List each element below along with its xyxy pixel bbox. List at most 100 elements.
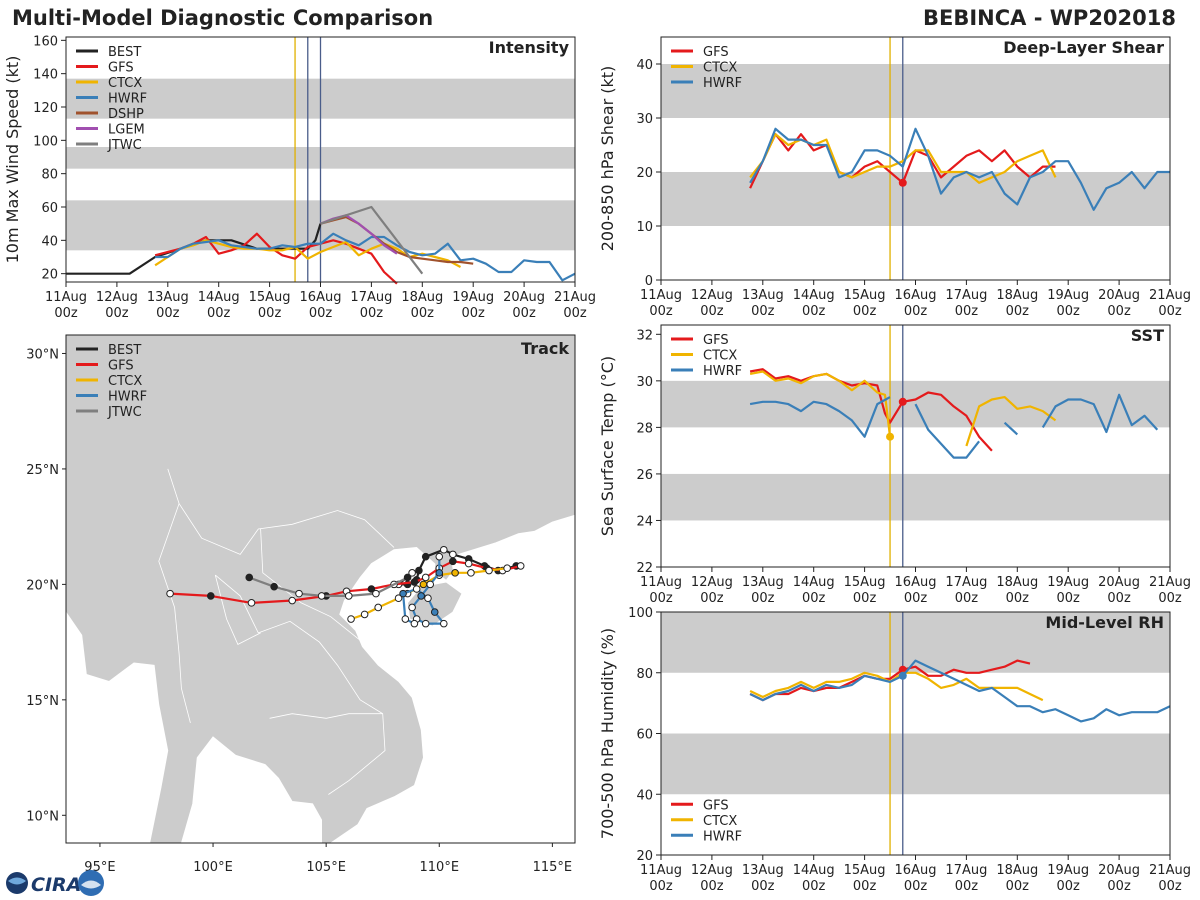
intensity-xtick-day: 12Aug: [96, 290, 138, 305]
intensity-xtick-day: 17Aug: [350, 290, 392, 305]
sst-xtick-day: 13Aug: [742, 575, 784, 590]
sst-series-gfs-line: [749, 368, 993, 452]
rh-xtick-day: 14Aug: [793, 863, 835, 878]
sst-xtick-day: 16Aug: [895, 575, 937, 590]
rh-series-ctcx-line: [749, 671, 1044, 702]
intensity-legend-lgem-label: LGEM: [108, 123, 145, 138]
track-jtwc-point: [245, 573, 254, 582]
shear-xtick-hour: 00z: [751, 304, 775, 319]
rh-legend-hwrf-label: HWRF: [703, 829, 742, 844]
intensity-xtick-day: 13Aug: [147, 290, 189, 305]
track-ytick-label: 15°N: [26, 694, 59, 709]
sst-ytick-label: 32: [636, 328, 653, 343]
sst-series-ctcx-line-0: [749, 370, 892, 437]
shear-xtick-hour: 00z: [1107, 304, 1131, 319]
shear-xtick-day: 17Aug: [945, 288, 987, 303]
intensity-xtick-hour: 00z: [309, 306, 333, 321]
track-best-point: [408, 569, 416, 577]
track-xtick-label: 100°E: [193, 860, 233, 875]
track-ytick-label: 20°N: [26, 578, 59, 593]
track-ctcx-point: [360, 610, 369, 619]
sst-ylabel: Sea Surface Temp (°C): [598, 356, 617, 536]
intensity-xtick-hour: 00z: [156, 306, 180, 321]
rh-ytick-label: 60: [636, 728, 653, 743]
track-legend-jtwc-label: JTWC: [107, 405, 142, 420]
rh-xtick-hour: 00z: [649, 879, 673, 894]
shear-ytick-label: 10: [636, 220, 653, 235]
shear-panel-title: Deep-Layer Shear: [1003, 38, 1164, 57]
track-hwrf-point: [424, 594, 432, 603]
rh-xtick-day: 12Aug: [691, 863, 733, 878]
track-best-point: [439, 545, 448, 554]
rh-xtick-hour: 00z: [802, 879, 826, 894]
intensity-legend-gfs-label: GFS: [108, 61, 134, 76]
storm-title: BEBINCA - WP202018: [923, 6, 1176, 30]
shear-xtick-hour: 00z: [802, 304, 826, 319]
shear-xtick-day: 13Aug: [742, 288, 784, 303]
sst-xtick-day: 15Aug: [844, 575, 886, 590]
intensity-series-hwrf-line: [155, 232, 576, 282]
rh-band-1: [661, 612, 1170, 673]
sst-ytick-label: 28: [636, 421, 653, 436]
track-jtwc-point: [344, 592, 353, 600]
sst-legend-hwrf-label: HWRF: [703, 364, 742, 379]
intensity-xtick-hour: 00z: [512, 306, 536, 321]
sst-panel-title: SST: [1131, 326, 1164, 345]
track-hwrf-point: [435, 569, 444, 577]
rh-legend-gfs-label: GFS: [703, 798, 729, 813]
track-panel-title: Track: [521, 339, 569, 358]
track-gfs-point: [367, 585, 376, 593]
intensity-series-jtwc-line: [320, 205, 424, 275]
intensity-xtick-hour: 00z: [411, 306, 435, 321]
shear-band-0: [661, 172, 1170, 226]
intensity-ytick-label: 100: [33, 134, 58, 149]
logo-text: CIRA: [31, 874, 81, 896]
track-gfs-point: [166, 589, 174, 598]
intensity-ytick-label: 120: [33, 101, 58, 116]
sst-xtick-hour: 00z: [802, 591, 826, 606]
shear-xtick-hour: 00z: [1006, 304, 1030, 319]
intensity-legend-dshp-label: DSHP: [108, 107, 144, 122]
rh-band-0: [661, 733, 1170, 795]
rh-xtick-day: 19Aug: [1047, 863, 1089, 878]
shear-series-hwrf-line: [749, 127, 1170, 211]
track-gfs-point: [516, 562, 525, 570]
rh-xtick-hour: 00z: [1006, 879, 1030, 894]
rh-ytick-label: 80: [636, 667, 653, 682]
track-gfs-point: [421, 573, 430, 582]
shear-xtick-day: 21Aug: [1149, 288, 1191, 303]
sst-xtick-hour: 00z: [853, 591, 877, 606]
track-hwrf-point: [426, 580, 435, 589]
track-best-point: [421, 552, 430, 561]
intensity-ytick-label: 80: [41, 168, 58, 183]
shear-xtick-hour: 00z: [955, 304, 979, 319]
track-gfs-point: [206, 592, 215, 600]
shear-ytick-label: 0: [645, 274, 653, 289]
sst-xtick-day: 20Aug: [1098, 575, 1140, 590]
track-hwrf-point: [408, 603, 416, 612]
panels-layer: 2040608010012014016011Aug00z12Aug00z13Au…: [3, 34, 1191, 894]
track-gfs-point: [464, 559, 473, 568]
intensity-ytick-label: 140: [33, 68, 58, 83]
track-jtwc-point: [295, 589, 303, 598]
intensity-xtick-hour: 00z: [563, 306, 587, 321]
track-ctcx-point: [485, 566, 493, 575]
intensity-ytick-label: 60: [41, 201, 58, 216]
intensity-ytick-label: 160: [33, 34, 58, 49]
intensity-legend-jtwc-label: JTWC: [107, 138, 142, 153]
rh-ytick-label: 40: [636, 788, 653, 803]
track-border-1: [215, 574, 386, 795]
track-ctcx-point: [451, 569, 459, 577]
sst-xtick-day: 11Aug: [640, 575, 682, 590]
panel-shear: 01020304011Aug00z12Aug00z13Aug00z14Aug00…: [598, 36, 1191, 319]
sst-legend-gfs-label: GFS: [703, 333, 729, 348]
sst-xtick-hour: 00z: [1006, 591, 1030, 606]
rh-ytick-label: 100: [628, 606, 653, 621]
sst-series-hwrf-line-0: [749, 396, 891, 438]
intensity-xtick-day: 15Aug: [249, 290, 291, 305]
rh-xtick-hour: 00z: [853, 879, 877, 894]
intensity-xtick-day: 11Aug: [45, 290, 87, 305]
intensity-xtick-hour: 00z: [54, 306, 78, 321]
track-border-0: [167, 468, 395, 555]
sst-series-hwrf-line-3: [1041, 393, 1159, 434]
